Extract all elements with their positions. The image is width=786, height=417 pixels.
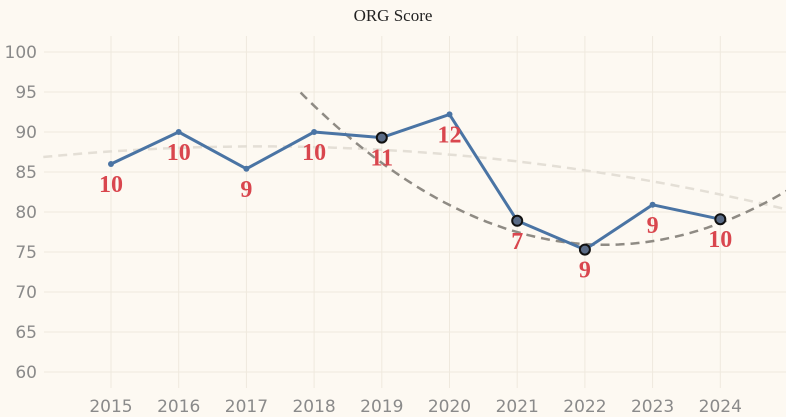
x-tick-label: 2021 [496,397,539,417]
chart-title: ORG Score [354,6,433,25]
y-tick-label: 95 [15,83,37,103]
data-point-highlighted [375,131,388,144]
y-tick-label: 60 [15,363,37,383]
data-label: 10 [167,140,191,166]
y-tick-label: 100 [5,43,37,63]
data-point [108,161,114,167]
grid-layer [44,36,786,388]
trendline-dark [299,91,786,247]
data-label: 11 [370,146,393,172]
x-tick-label: 2024 [699,397,742,417]
x-tick-label: 2016 [157,397,200,417]
data-label: 9 [240,177,252,203]
y-tick-label: 85 [15,163,37,183]
data-label: 9 [579,258,591,284]
data-label: 10 [302,140,326,166]
axis-layer: 60 65 70 75 80 85 90 95 100 2015 2016 2017 2018 2019 2… [5,43,742,417]
data-point [311,129,318,135]
data-label: 10 [708,227,732,253]
x-tick-label: 2019 [360,397,403,417]
series-line [110,112,721,252]
data-label: 10 [99,172,123,198]
data-point [175,129,182,135]
trendline-light [43,145,786,211]
x-tick-label: 2017 [225,397,268,417]
data-point-highlighted [511,214,524,227]
y-tick-label: 70 [15,283,37,303]
y-tick-label: 80 [15,203,37,223]
x-tick-label: 2020 [428,397,471,417]
y-tick-label: 65 [15,323,37,343]
data-point [243,165,250,172]
x-tick-label: 2018 [292,397,335,417]
x-tick-label: 2015 [89,397,132,417]
trend-layer [43,91,786,247]
data-label: 9 [647,213,659,239]
x-tick-label: 2022 [563,397,606,417]
data-point-highlighted [714,213,727,226]
y-tick-label: 90 [15,123,37,143]
label-layer: 10 10 9 10 11 12 7 9 9 10 [99,122,732,283]
data-point-highlighted [578,243,591,256]
data-label: 7 [511,229,523,255]
series-layer [108,111,727,256]
data-label: 12 [438,122,462,148]
y-tick-label: 75 [15,243,37,263]
data-point [446,111,453,118]
data-point [649,201,656,208]
x-tick-label: 2023 [631,397,674,417]
